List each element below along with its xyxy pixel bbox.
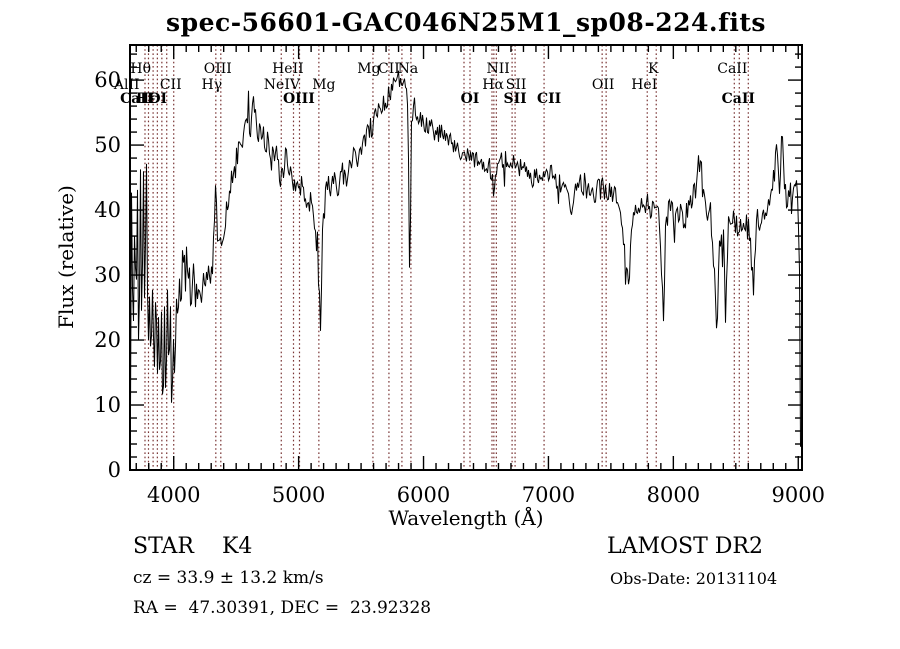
spectral-line-label: CII <box>378 61 400 77</box>
x-tick-label: 4000 <box>147 483 200 507</box>
spectral-line-label: AlII <box>113 77 140 93</box>
y-tick-label: 60 <box>94 68 121 92</box>
obs-date-text: Obs-Date: 20131104 <box>610 569 778 588</box>
spectral-line-label: Mg <box>312 77 335 93</box>
x-tick-label: 6000 <box>397 483 450 507</box>
spectral-line-label: SII <box>503 91 526 107</box>
y-tick-label: 0 <box>108 458 121 482</box>
classification-text: STAR K4 <box>133 534 253 559</box>
y-tick-label: 40 <box>94 198 121 222</box>
y-tick-label: 10 <box>94 393 121 417</box>
spectral-line-label: CaII <box>722 91 755 107</box>
spectrum-trace <box>130 70 801 447</box>
spectral-line-label: NeIV <box>264 77 301 93</box>
radial-velocity-text: cz = 33.9 ± 13.2 km/s <box>133 568 324 588</box>
spectral-line-label: Mg <box>357 61 380 77</box>
x-tick-label: 7000 <box>522 483 575 507</box>
x-tick-label: 9000 <box>772 483 825 507</box>
spectral-line-label: HeI <box>631 77 657 93</box>
x-axis-label: Wavelength (Å) <box>388 506 544 530</box>
spectral-line-label: Hε <box>136 91 158 107</box>
spectral-line-label: CII <box>537 91 561 107</box>
spectral-line-label: CII <box>160 77 182 93</box>
spectral-line-label: Na <box>398 61 419 77</box>
spectral-line-label: K <box>648 61 659 77</box>
spectral-line-label: OI <box>148 91 167 107</box>
plot-frame <box>129 44 803 471</box>
y-axis-label: Flux (relative) <box>54 185 78 329</box>
x-tick-label: 5000 <box>272 483 325 507</box>
spectral-line-label: Hα <box>482 77 504 93</box>
plot-title: spec-56601-GAC046N25M1_sp08-224.fits <box>166 8 766 37</box>
spectral-line-label: OI <box>461 91 480 107</box>
y-tick-label: 30 <box>94 263 121 287</box>
spectral-line-label: NII <box>486 61 509 77</box>
spectral-line-label: OIII <box>204 61 232 77</box>
spectral-line-label: Hθ <box>130 61 151 77</box>
x-tick-label: 8000 <box>647 483 700 507</box>
survey-release-text: LAMOST DR2 <box>607 534 763 559</box>
ra-dec-text: RA = 47.30391, DEC = 23.92328 <box>133 598 432 618</box>
spectral-line-label: HeII <box>272 61 304 77</box>
spectral-line-label: Hγ <box>202 77 223 93</box>
y-tick-label: 50 <box>94 133 121 157</box>
spectral-line-label: CaII <box>717 61 747 77</box>
spectral-line-label: CaII <box>120 91 153 107</box>
spectral-line-label: OII <box>592 77 615 93</box>
spectral-line-label: OIII <box>283 91 315 107</box>
y-tick-label: 20 <box>94 328 121 352</box>
spectral-line-label: SII <box>506 77 527 93</box>
